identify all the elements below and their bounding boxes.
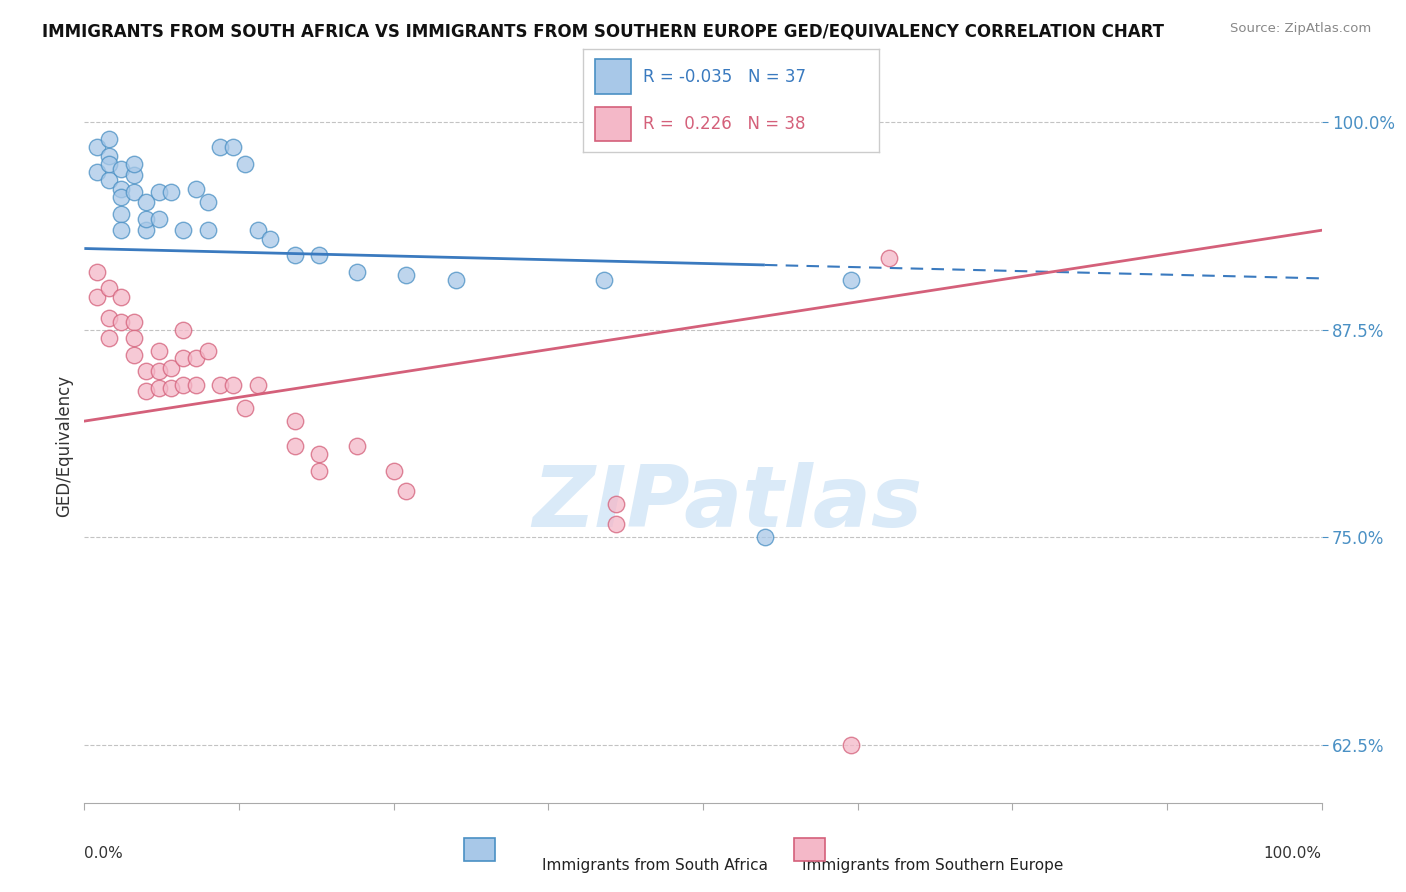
Point: [308, 248, 330, 262]
Point: [172, 323, 194, 337]
Point: [841, 273, 863, 287]
Point: [160, 381, 183, 395]
Point: [98, 157, 121, 171]
Point: [346, 439, 368, 453]
Point: [135, 211, 157, 226]
Point: [98, 331, 121, 345]
Y-axis label: GED/Equivalency: GED/Equivalency: [55, 375, 73, 517]
Point: [233, 401, 256, 415]
Text: IMMIGRANTS FROM SOUTH AFRICA VS IMMIGRANTS FROM SOUTHERN EUROPE GED/EQUIVALENCY : IMMIGRANTS FROM SOUTH AFRICA VS IMMIGRAN…: [42, 22, 1164, 40]
Point: [98, 148, 121, 162]
Point: [172, 223, 194, 237]
Point: [877, 252, 900, 266]
Point: [172, 377, 194, 392]
Point: [395, 268, 418, 282]
Point: [110, 314, 132, 328]
Point: [593, 273, 616, 287]
Text: 100.0%: 100.0%: [1264, 846, 1322, 861]
Point: [110, 223, 132, 237]
Point: [197, 195, 219, 210]
Text: R = -0.035   N = 37: R = -0.035 N = 37: [643, 68, 806, 86]
Point: [308, 464, 330, 478]
Point: [122, 314, 145, 328]
Point: [605, 516, 627, 531]
Point: [98, 132, 121, 146]
Point: [110, 190, 132, 204]
Point: [259, 231, 281, 245]
Point: [209, 140, 232, 154]
Point: [209, 377, 232, 392]
Point: [246, 223, 269, 237]
Point: [160, 361, 183, 376]
Text: 0.0%: 0.0%: [84, 846, 124, 861]
Point: [346, 265, 368, 279]
Point: [284, 439, 307, 453]
Point: [284, 248, 307, 262]
Point: [110, 182, 132, 196]
Point: [110, 161, 132, 176]
Point: [86, 165, 108, 179]
Point: [184, 182, 207, 196]
Text: Immigrants from South Africa: Immigrants from South Africa: [543, 858, 768, 873]
Point: [184, 377, 207, 392]
Point: [135, 364, 157, 378]
Point: [284, 414, 307, 428]
Text: R =  0.226   N = 38: R = 0.226 N = 38: [643, 115, 806, 133]
Point: [233, 157, 256, 171]
Point: [86, 265, 108, 279]
FancyBboxPatch shape: [595, 106, 631, 141]
Point: [197, 223, 219, 237]
Point: [135, 195, 157, 210]
Text: ZIPatlas: ZIPatlas: [533, 461, 922, 545]
Point: [122, 157, 145, 171]
Point: [86, 290, 108, 304]
Point: [122, 185, 145, 199]
Point: [148, 364, 170, 378]
Point: [605, 497, 627, 511]
Point: [148, 185, 170, 199]
Point: [172, 351, 194, 365]
Point: [841, 738, 863, 752]
Point: [246, 377, 269, 392]
Point: [122, 331, 145, 345]
Point: [135, 384, 157, 399]
Point: [135, 223, 157, 237]
Point: [222, 140, 245, 154]
Point: [86, 140, 108, 154]
Point: [308, 447, 330, 461]
Text: Source: ZipAtlas.com: Source: ZipAtlas.com: [1230, 22, 1371, 36]
Point: [754, 530, 776, 544]
Point: [395, 483, 418, 498]
Point: [382, 464, 405, 478]
Point: [222, 377, 245, 392]
Point: [122, 348, 145, 362]
Point: [98, 281, 121, 295]
Point: [148, 211, 170, 226]
Point: [148, 381, 170, 395]
Point: [98, 311, 121, 326]
Point: [110, 207, 132, 221]
Point: [110, 290, 132, 304]
Point: [160, 185, 183, 199]
Point: [184, 351, 207, 365]
FancyBboxPatch shape: [595, 59, 631, 95]
Point: [98, 173, 121, 187]
Point: [197, 344, 219, 359]
Point: [444, 273, 467, 287]
Point: [122, 169, 145, 183]
Text: Immigrants from Southern Europe: Immigrants from Southern Europe: [801, 858, 1063, 873]
Point: [148, 344, 170, 359]
